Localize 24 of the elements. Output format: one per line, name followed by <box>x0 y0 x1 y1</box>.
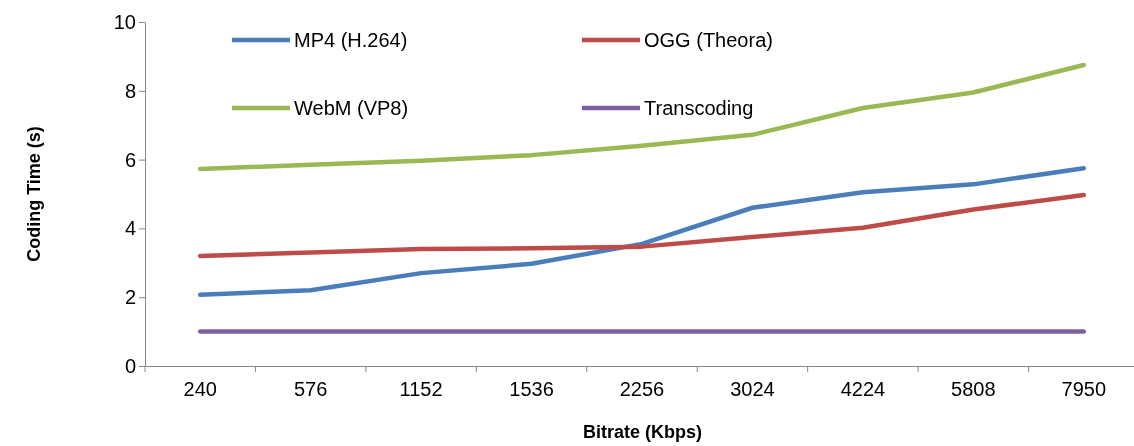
line-series <box>197 192 1087 259</box>
legend-label: Transcoding <box>644 97 754 119</box>
legend-label: WebM (VP8) <box>294 97 409 119</box>
y-tick-label: 4 <box>124 217 136 240</box>
y-axis-title: Coding Time (s) <box>24 126 44 262</box>
x-tick-label: 5808 <box>951 378 996 401</box>
x-tick-label: 240 <box>183 378 217 401</box>
x-tick-label: 2256 <box>619 378 665 401</box>
x-tick-label: 1536 <box>509 378 554 401</box>
y-tick-label: 2 <box>124 286 136 309</box>
x-tick-label: 1152 <box>399 378 443 401</box>
x-tick-label: 576 <box>293 378 328 401</box>
y-tick-label: 0 <box>124 354 136 377</box>
x-tick-label: 7950 <box>1061 378 1107 401</box>
x-tick-label: 4224 <box>840 378 886 401</box>
x-tick-label: 3024 <box>730 378 775 401</box>
line-series <box>197 62 1087 172</box>
y-tick-label: 6 <box>124 148 136 171</box>
y-tick-label: 8 <box>124 79 136 102</box>
legend-label: MP4 (H.264) <box>294 29 408 51</box>
y-tick-label: 10 <box>113 10 136 33</box>
x-axis-title: Bitrate (Kbps) <box>582 422 703 442</box>
legend-label: OGG (Theora) <box>644 29 773 51</box>
line-series <box>197 165 1087 298</box>
